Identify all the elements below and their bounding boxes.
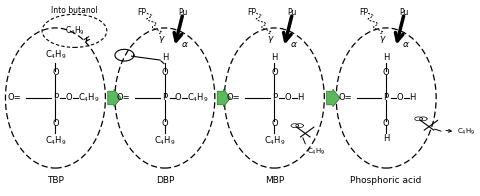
- Text: H: H: [383, 53, 389, 62]
- Text: Phosphoric acid: Phosphoric acid: [350, 176, 422, 185]
- Text: C$_4$H$_9$: C$_4$H$_9$: [64, 25, 84, 37]
- Text: C$_4$H$_9$: C$_4$H$_9$: [45, 135, 66, 147]
- Text: P: P: [272, 93, 277, 103]
- Text: H: H: [409, 93, 415, 103]
- Text: Pu: Pu: [288, 7, 297, 16]
- Text: P: P: [162, 93, 168, 103]
- Text: $\alpha$: $\alpha$: [181, 40, 189, 49]
- Text: C$_4$H$_9$: C$_4$H$_9$: [264, 135, 285, 147]
- Text: C$_4$H$_9$: C$_4$H$_9$: [45, 49, 66, 61]
- Text: H: H: [297, 93, 303, 103]
- Text: O: O: [271, 68, 277, 77]
- Text: C$_4$H$_9$: C$_4$H$_9$: [307, 147, 325, 157]
- Text: DBP: DBP: [156, 176, 174, 185]
- Text: Pu: Pu: [399, 7, 409, 16]
- Text: P: P: [384, 93, 389, 103]
- Text: C$_4$H$_9$: C$_4$H$_9$: [456, 127, 475, 137]
- Text: H: H: [162, 53, 168, 62]
- Text: $\alpha$: $\alpha$: [402, 40, 410, 49]
- Text: MBP: MBP: [264, 176, 284, 185]
- Text: O=: O=: [117, 93, 131, 103]
- Text: C$_4$H$_9$: C$_4$H$_9$: [154, 135, 176, 147]
- Text: O: O: [162, 119, 168, 128]
- Text: O: O: [162, 68, 168, 77]
- Text: FP: FP: [138, 7, 146, 16]
- Text: C$_4$H$_9$: C$_4$H$_9$: [78, 92, 99, 104]
- Text: C$_4$H$_9$: C$_4$H$_9$: [187, 92, 209, 104]
- Text: FP: FP: [247, 7, 256, 16]
- Text: P: P: [53, 93, 58, 103]
- Text: $\gamma$: $\gamma$: [267, 34, 275, 45]
- FancyArrow shape: [327, 89, 340, 107]
- Text: O: O: [284, 93, 291, 103]
- Text: O: O: [396, 93, 403, 103]
- Text: H: H: [383, 134, 389, 143]
- Text: O: O: [383, 119, 389, 128]
- Text: TBP: TBP: [47, 176, 64, 185]
- Text: O: O: [175, 93, 181, 103]
- FancyArrow shape: [217, 89, 230, 107]
- Text: O: O: [52, 68, 59, 77]
- Text: Into butanol: Into butanol: [51, 5, 98, 15]
- Text: O=: O=: [227, 93, 240, 103]
- Text: O=: O=: [338, 93, 352, 103]
- Text: Pu: Pu: [178, 7, 188, 16]
- FancyArrow shape: [108, 89, 121, 107]
- Text: $\alpha$: $\alpha$: [290, 40, 298, 49]
- Text: O=: O=: [8, 93, 21, 103]
- Text: $\gamma$: $\gamma$: [158, 34, 166, 45]
- Text: $\gamma$: $\gamma$: [379, 34, 387, 45]
- Text: O: O: [65, 93, 72, 103]
- Text: H: H: [271, 53, 277, 62]
- Text: O: O: [383, 68, 389, 77]
- Text: FP: FP: [359, 7, 368, 16]
- Text: O: O: [52, 119, 59, 128]
- Text: O: O: [271, 119, 277, 128]
